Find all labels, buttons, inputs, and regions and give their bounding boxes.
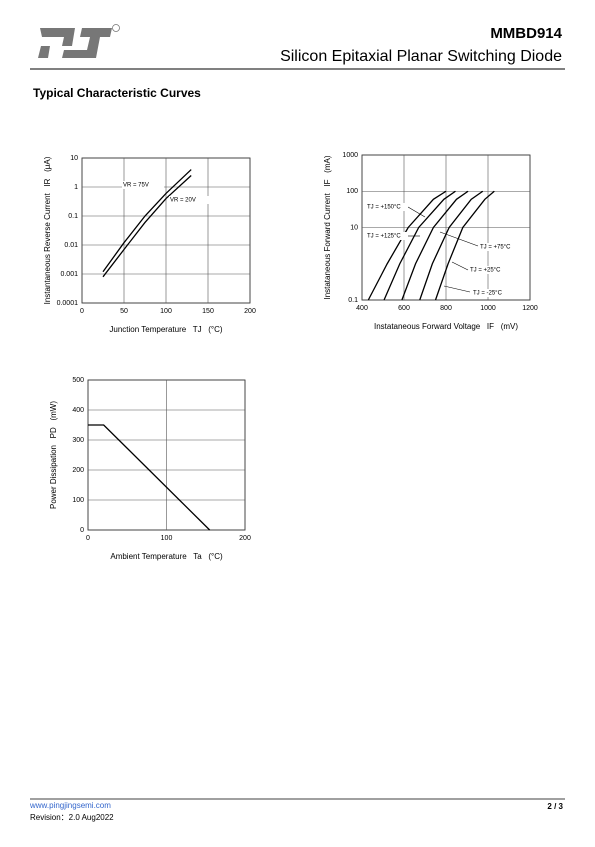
part-number: MMBD914 [490,25,562,42]
x-axis-label: Instataneous Forward Voltage IF (mV) [374,322,518,331]
curve-label: VR = 20V [170,198,196,204]
y-tick-label: 100 [346,188,358,195]
revision: Revision：2.0 Aug2022 [30,813,114,822]
y-tick-label: 0.0001 [57,300,79,307]
x-tick-label: 1200 [522,305,538,312]
curve [419,190,484,301]
curve-label: VR = 75V [123,183,149,189]
y-tick-label: 300 [72,437,84,444]
x-tick-label: 50 [120,308,128,315]
y-tick-label: 0.001 [60,271,78,278]
label-bg [366,203,408,211]
page-number: 2 / 3 [547,802,563,811]
label-bg [366,232,408,240]
y-tick-label: 10 [70,155,78,162]
curve [401,190,469,301]
curve [102,174,192,278]
y-tick-label: 500 [72,377,84,384]
x-tick-label: 200 [239,535,251,542]
x-tick-label: 0 [80,308,84,315]
x-axis-label: Junction Temperature TJ (°C) [109,325,223,334]
curve-label: TJ = -25°C [473,291,503,297]
curve [367,190,447,301]
curve-label: TJ = +75°C [480,245,511,251]
label-bg [472,289,514,297]
curve [102,169,192,273]
chart: 0.1 10 100 1000 400 600 800 1000 1200 Instataneou… [323,152,538,331]
curve [383,190,456,301]
curve [434,190,495,301]
y-tick-label: 400 [72,407,84,414]
y-axis-label: Instantaneous Reverse Current IR (μA) [43,156,52,304]
footer-url[interactable]: www.pingjingsemi.com [29,801,111,810]
curve [88,424,211,531]
doc-title: Silicon Epitaxial Planar Switching Diode [280,48,562,65]
logo [38,24,120,58]
x-tick-label: 100 [161,535,173,542]
y-tick-label: 1 [74,184,78,191]
y-tick-label: 1000 [342,152,358,159]
x-tick-label: 600 [398,305,410,312]
y-tick-label: 10 [350,224,358,231]
y-tick-label: 0.1 [68,213,78,220]
label-bg [479,243,521,251]
y-axis-label: Instataneous Forward Current IF (mA) [323,155,332,299]
y-tick-label: 0.01 [64,242,78,249]
x-tick-label: 0 [86,535,90,542]
label-bg [122,181,164,189]
y-tick-label: 100 [72,497,84,504]
chart: 0 100 200 300 400 500 0 100 200 Ambient Temperatu… [49,377,251,561]
x-tick-label: 100 [160,308,172,315]
x-tick-label: 400 [356,305,368,312]
y-tick-label: 0.1 [348,297,358,304]
section-title: Typical Characteristic Curves [33,86,201,100]
label-bg [169,196,211,204]
x-tick-label: 200 [244,308,256,315]
curve-label: TJ = +125°C [367,234,401,240]
x-tick-label: 150 [202,308,214,315]
x-axis-label: Ambient Temperature Ta (°C) [110,552,223,561]
y-axis-label: Power Dissipation PD (mW) [49,401,58,509]
y-tick-label: 0 [80,527,84,534]
label-bg [469,266,511,274]
curve-label: TJ = +150°C [367,205,401,211]
curve-label: TJ = +25°C [470,268,501,274]
x-tick-label: 800 [440,305,452,312]
y-tick-label: 200 [72,467,84,474]
x-tick-label: 1000 [480,305,496,312]
